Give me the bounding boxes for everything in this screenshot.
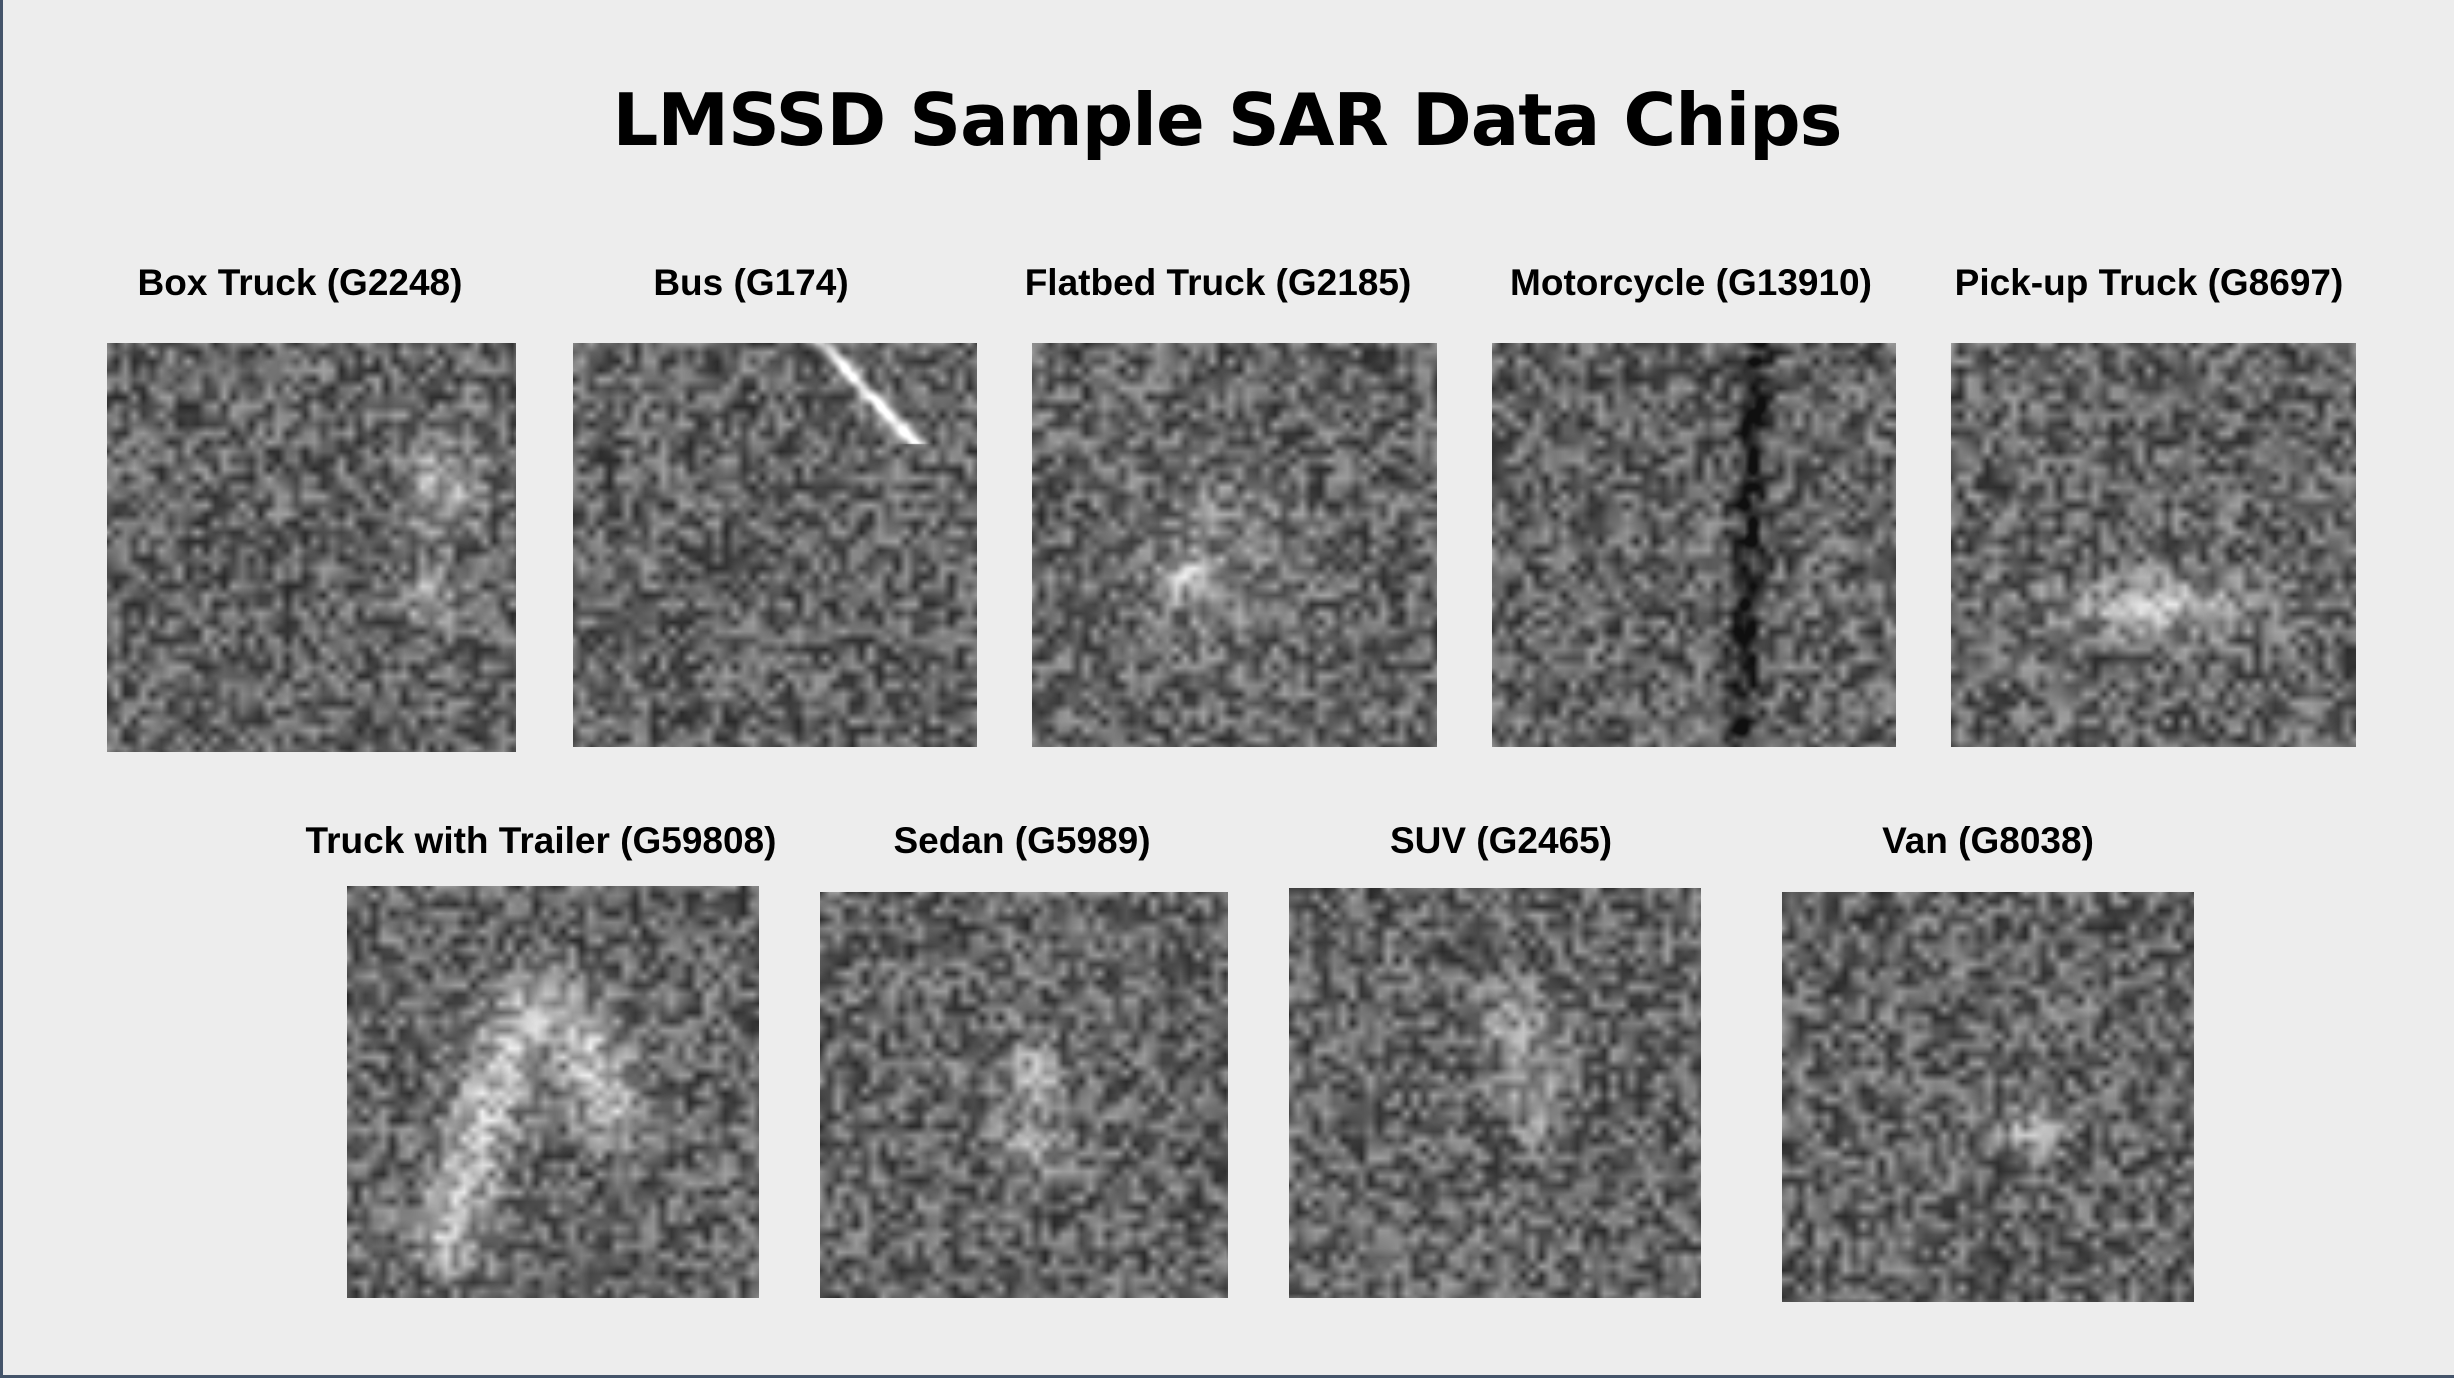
sar-chip-sedan	[820, 892, 1228, 1298]
sar-chip-pickup-truck	[1951, 343, 2356, 747]
sar-chip-motorcycle	[1492, 343, 1896, 747]
sar-chip-box-truck	[107, 343, 516, 752]
chip-label-bus: Bus (G174)	[653, 262, 849, 303]
chip-label-box-truck: Box Truck (G2248)	[137, 262, 463, 303]
chip-label-motorcycle: Motorcycle (G13910)	[1510, 262, 1872, 303]
chip-label-sedan: Sedan (G5989)	[893, 820, 1151, 861]
slide-frame-left	[0, 0, 3, 1378]
slide-frame-bottom	[0, 1375, 2454, 1378]
chip-label-truck-with-trailer: Truck with Trailer (G59808)	[305, 820, 777, 861]
chip-label-flatbed-truck: Flatbed Truck (G2185)	[1024, 262, 1412, 303]
sar-chip-flatbed-truck	[1032, 343, 1437, 747]
slide-title: LMSSD Sample SAR Data Chips	[612, 78, 1842, 162]
sar-chip-suv	[1289, 888, 1701, 1298]
sar-chip-truck-with-trailer	[347, 886, 759, 1298]
chip-label-suv: SUV (G2465)	[1389, 820, 1613, 861]
sar-chip-bus	[573, 343, 977, 747]
chip-label-pickup-truck: Pick-up Truck (G8697)	[1954, 262, 2344, 303]
sar-chip-van	[1782, 892, 2194, 1302]
chip-label-van: Van (G8038)	[1882, 820, 2094, 861]
